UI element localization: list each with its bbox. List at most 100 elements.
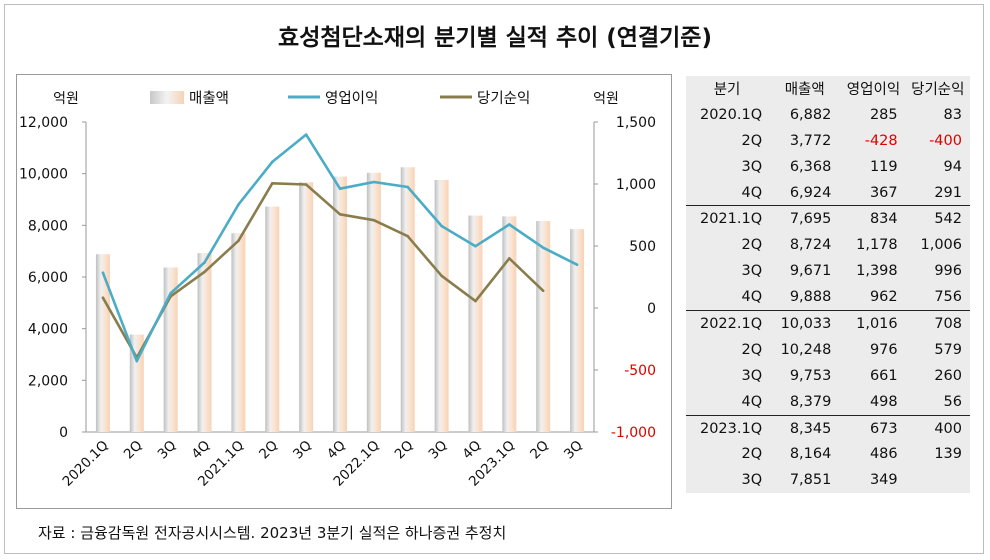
net-income-cell: 400 (905, 414, 970, 442)
chart-panel (16, 74, 672, 509)
net-income-cell: -400 (929, 132, 962, 149)
left-tick-label: 12,000 (19, 115, 68, 131)
sales-cell: 9,753 (789, 367, 832, 384)
net-income-line-point (541, 289, 545, 293)
left-tick-label: 4,000 (28, 322, 68, 338)
x-tick-label: 2Q (392, 438, 417, 463)
table-header: 당기순익 (911, 82, 965, 99)
quarter-cell: 3Q (741, 472, 763, 489)
sales-cell: 6,368 (789, 158, 832, 175)
sales-cell: 6,924 (789, 184, 832, 201)
right-tick-label: 1,500 (616, 115, 656, 131)
legend-label-net-income: 당기순익 (477, 90, 530, 107)
op-income-line-point (237, 203, 240, 206)
op-income-cell: 486 (869, 446, 898, 463)
sales-cell: 10,248 (780, 341, 832, 358)
sales-cell: 7,695 (768, 205, 842, 233)
op-income-cell: 498 (869, 393, 898, 410)
table-row: 3Q 9,671 1,398 996 (686, 258, 970, 284)
sales-bar (299, 182, 314, 432)
net-income-line-point (304, 183, 308, 186)
combo-chart: 0 2,000 4,000 6,000 8,000 10,000 12,000 -1,000 -… (19, 90, 656, 490)
quarter-cell: 2Q (741, 237, 763, 254)
op-income-cell: 367 (869, 184, 898, 201)
quarter-cell: 2023.1Q (686, 414, 769, 442)
x-tick-label: 4Q (459, 438, 484, 463)
right-tick-label: -500 (624, 363, 656, 379)
table-header: 분기 (713, 82, 741, 99)
net-income-cell: 83 (943, 106, 962, 123)
quarter-cell: 2022.1Q (686, 310, 769, 337)
op-income-cell: 661 (869, 367, 898, 384)
op-income-line-point (270, 160, 274, 164)
net-income-cell: 708 (905, 310, 970, 337)
x-tick-label: 4Q (324, 438, 349, 463)
op-income-cell: -428 (864, 132, 898, 149)
sales-cell: 3,772 (789, 132, 832, 149)
sales-cell: 8,345 (768, 414, 842, 442)
net-income-line-point (270, 181, 274, 185)
net-income-cell: 996 (934, 263, 962, 280)
quarter-cell: 2Q (741, 132, 763, 149)
quarter-cell: 2Q (741, 341, 763, 358)
op-income-line-point (508, 223, 511, 226)
legend-label-op-income: 영업이익 (325, 90, 378, 107)
quarter-cell: 4Q (741, 184, 763, 201)
net-income-cell: 56 (943, 393, 962, 410)
x-tick-label: 4Q (188, 438, 213, 463)
sales-cell: 9,888 (789, 289, 832, 306)
sales-bar (366, 172, 381, 433)
results-table: 분기 매출액 영업이익 당기순익 2020.1Q 6,882 285 83 2Q 3,77… (686, 76, 970, 494)
left-tick-label: 2,000 (28, 373, 68, 389)
net-income-line-point (203, 270, 206, 274)
table-row: 2Q 8,724 1,178 1,006 (686, 232, 970, 258)
op-income-cell: 1,178 (856, 237, 898, 254)
x-tick-label: 2Q (121, 438, 146, 463)
op-income-cell: 673 (841, 414, 906, 442)
table-row: 3Q 6,368 119 94 (686, 154, 970, 180)
op-income-cell: 1,398 (856, 263, 898, 280)
op-income-line-point (440, 224, 443, 228)
right-tick-label: 500 (629, 239, 656, 255)
right-tick-label: -1,000 (611, 425, 656, 441)
table-row: 4Q 8,379 498 56 (686, 389, 970, 415)
quarter-cell: 3Q (741, 367, 763, 384)
quarter-cell: 4Q (741, 393, 763, 410)
op-income-cell: 962 (869, 289, 898, 306)
op-income-line-point (169, 291, 172, 295)
sales-cell: 6,882 (789, 106, 832, 123)
op-income-line-point (338, 187, 342, 191)
sales-bar (434, 180, 449, 432)
table-row: 4Q 9,888 962 756 (686, 284, 970, 310)
sales-bar (265, 206, 280, 432)
net-income-line-point (440, 274, 443, 278)
op-income-line-point (135, 359, 139, 363)
x-tick-label: 2Q (256, 438, 281, 463)
net-income-line-point (338, 212, 342, 216)
op-income-cell: 976 (869, 341, 898, 358)
sales-bar (129, 334, 144, 432)
left-tick-label: 0 (59, 425, 68, 441)
x-tick-label: 2Q (527, 438, 552, 463)
op-income-line-point (575, 263, 579, 267)
table-row: 2023.1Q 8,345 673 400 (686, 414, 970, 442)
left-axis-unit-label: 억원 (53, 91, 79, 107)
source-note: 자료 : 금융감독원 전자공시시스템. 2023년 3분기 실적은 하나증권 추… (38, 524, 507, 542)
sales-cell: 9,671 (789, 263, 832, 280)
figure-frame (4, 4, 984, 554)
op-income-line-point (203, 261, 206, 264)
quarter-cell: 3Q (741, 158, 763, 175)
x-tick-label: 3Q (561, 438, 586, 463)
quarter-cell: 2020.1Q (699, 106, 763, 123)
right-axis-unit-label: 억원 (593, 91, 619, 107)
table-header: 영업이익 (846, 82, 901, 99)
net-income-cell: 1,006 (920, 237, 962, 254)
op-income-cell: 285 (869, 106, 898, 123)
x-tick-label: 3Q (155, 438, 180, 463)
net-income-cell: 139 (934, 446, 962, 463)
net-income-cell: 542 (905, 205, 970, 233)
op-income-cell: 119 (869, 158, 898, 175)
sales-bar (502, 216, 517, 432)
op-income-cell: 1,016 (841, 310, 906, 337)
sales-cell: 8,164 (789, 446, 832, 463)
